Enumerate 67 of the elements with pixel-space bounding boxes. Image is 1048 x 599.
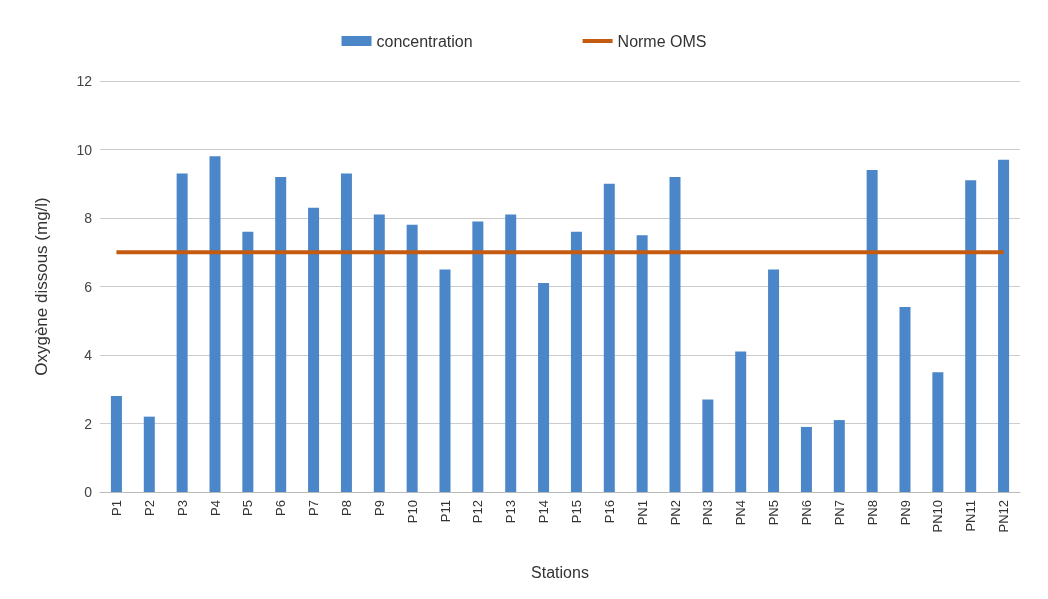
x-tick-label: P6 — [273, 500, 289, 516]
x-tick-label: P11 — [437, 500, 453, 523]
bar — [340, 173, 352, 492]
x-tick-label: P4 — [207, 500, 223, 516]
x-tick-label: PN8 — [864, 500, 880, 526]
x-tick-label: P7 — [306, 500, 322, 516]
x-tick-label: PN11 — [963, 500, 979, 532]
y-tick-label: 0 — [84, 484, 93, 500]
bar — [209, 156, 221, 492]
y-tick-label: 8 — [84, 210, 93, 226]
x-tick-label: P15 — [568, 500, 584, 524]
bar — [308, 207, 320, 492]
bar — [669, 176, 681, 492]
bar — [472, 221, 484, 492]
bar — [406, 224, 418, 492]
x-tick-label: PN5 — [766, 500, 782, 526]
x-tick-label: P13 — [503, 500, 519, 524]
bar — [998, 159, 1010, 492]
bar — [275, 176, 287, 492]
x-tick-label: PN9 — [897, 500, 913, 526]
bar — [570, 231, 582, 492]
x-tick-label: PN1 — [634, 500, 650, 526]
y-tick-label: 10 — [76, 141, 93, 158]
x-tick-label: P12 — [470, 500, 486, 524]
x-axis-title: Stations — [531, 563, 589, 581]
x-tick-label: PN3 — [700, 500, 716, 526]
y-tick-label: 4 — [84, 347, 93, 363]
x-tick-label: P9 — [371, 500, 387, 516]
bar — [176, 173, 188, 492]
bar — [735, 351, 747, 492]
bar — [505, 214, 517, 492]
x-tick-label: P2 — [141, 500, 157, 516]
bar — [538, 283, 550, 492]
x-tick-label: PN6 — [798, 500, 814, 526]
x-tick-label: P14 — [536, 500, 552, 524]
bar — [702, 399, 714, 492]
bar — [242, 231, 254, 492]
bar — [965, 180, 977, 492]
x-tick-label: P3 — [174, 500, 190, 516]
x-tick-label: P10 — [404, 500, 420, 524]
x-tick-label: PN7 — [831, 500, 847, 526]
bar — [932, 372, 944, 492]
bar — [110, 396, 122, 492]
x-tick-label: PN10 — [930, 500, 946, 533]
legend-label: concentration — [376, 32, 473, 50]
bar — [899, 307, 911, 492]
y-tick-label: 2 — [84, 415, 93, 432]
bar — [768, 269, 780, 492]
y-axis-title: Oxygène dissous (mg/l) — [32, 197, 51, 376]
y-tick-label: 6 — [84, 278, 93, 295]
x-tick-label: P16 — [601, 500, 617, 524]
legend-label: Norme OMS — [617, 32, 707, 50]
x-tick-label: PN4 — [733, 500, 749, 526]
bar — [833, 420, 845, 492]
x-tick-label: P8 — [338, 500, 354, 516]
x-tick-label: P5 — [240, 500, 256, 516]
y-tick-label: 12 — [76, 73, 93, 89]
bar — [439, 269, 451, 492]
x-tick-label: PN2 — [667, 500, 683, 526]
bar — [866, 170, 878, 492]
x-tick-label: PN12 — [996, 500, 1012, 533]
bar — [800, 426, 812, 492]
x-tick-label: P1 — [108, 500, 124, 516]
bar — [373, 214, 385, 492]
bar — [143, 416, 155, 492]
bar — [636, 235, 648, 492]
bar — [603, 183, 615, 492]
